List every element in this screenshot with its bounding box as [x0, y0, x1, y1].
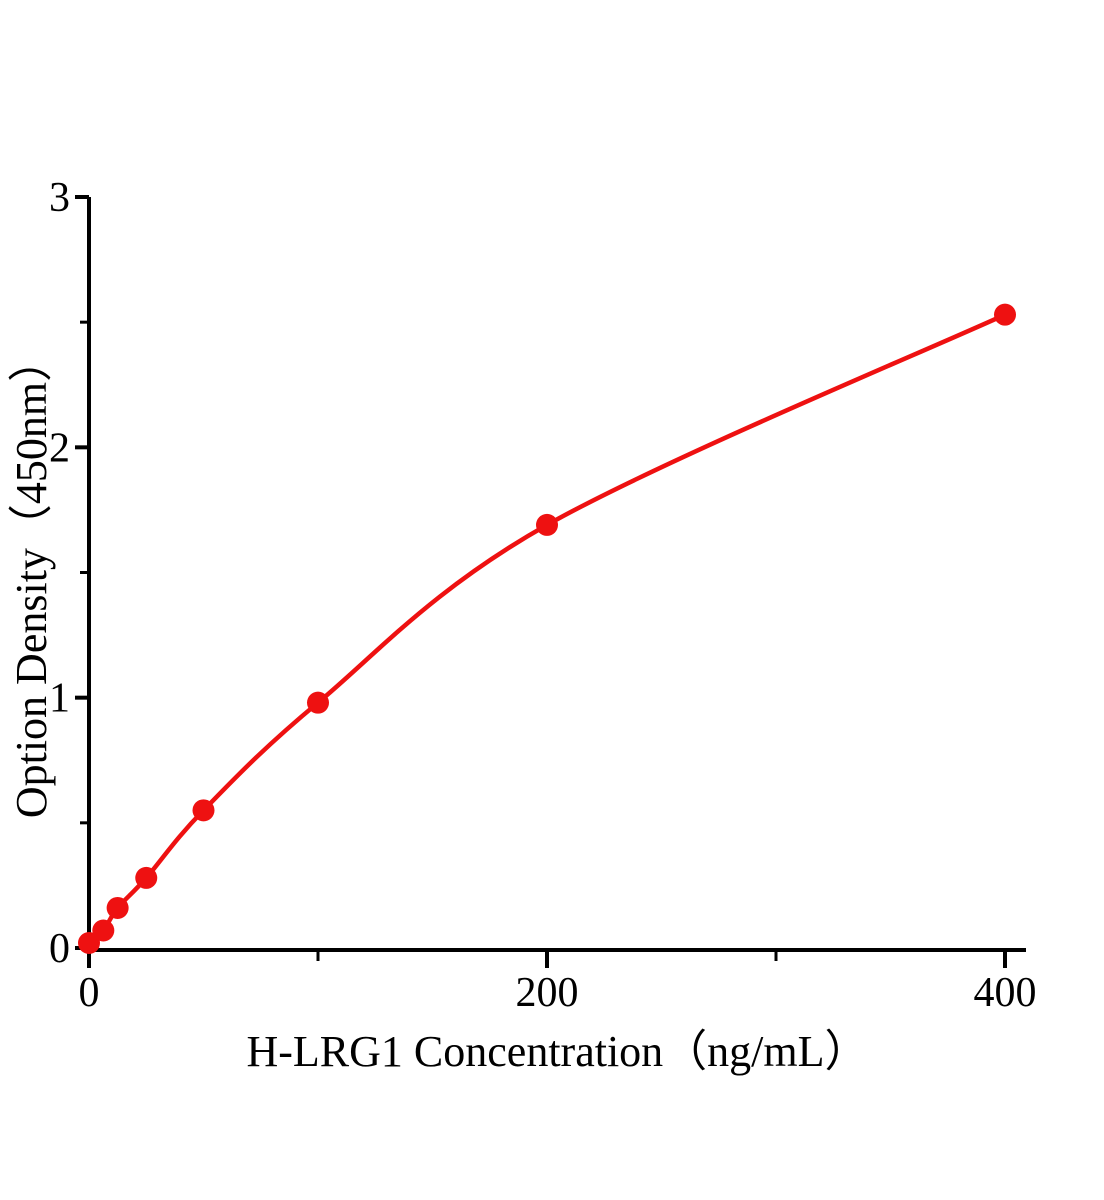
x-tick-label: 200 [516, 970, 579, 1016]
y-tick-label: 2 [49, 425, 70, 471]
data-point-marker [135, 866, 158, 889]
data-point-marker [106, 896, 129, 919]
data-point-marker [78, 931, 100, 954]
data-point-marker [92, 919, 115, 942]
data-point-marker [307, 691, 329, 714]
data-point-marker [994, 303, 1016, 326]
standard-curve-line [86, 312, 1008, 946]
y-tick-label: 1 [49, 676, 70, 722]
data-point-marker [192, 799, 215, 822]
x-axis-title: H-LRG1 Concentration（ng/mL） [246, 1027, 869, 1076]
y-tick-label: 3 [49, 175, 70, 221]
x-tick-label: 400 [974, 970, 1037, 1016]
y-tick-label: 0 [49, 926, 70, 972]
x-tick-label: 0 [79, 970, 100, 1016]
axis-lines [87, 197, 1026, 952]
data-point-marker [536, 513, 558, 536]
y-axis-title: Option Density（450nm） [6, 337, 56, 819]
